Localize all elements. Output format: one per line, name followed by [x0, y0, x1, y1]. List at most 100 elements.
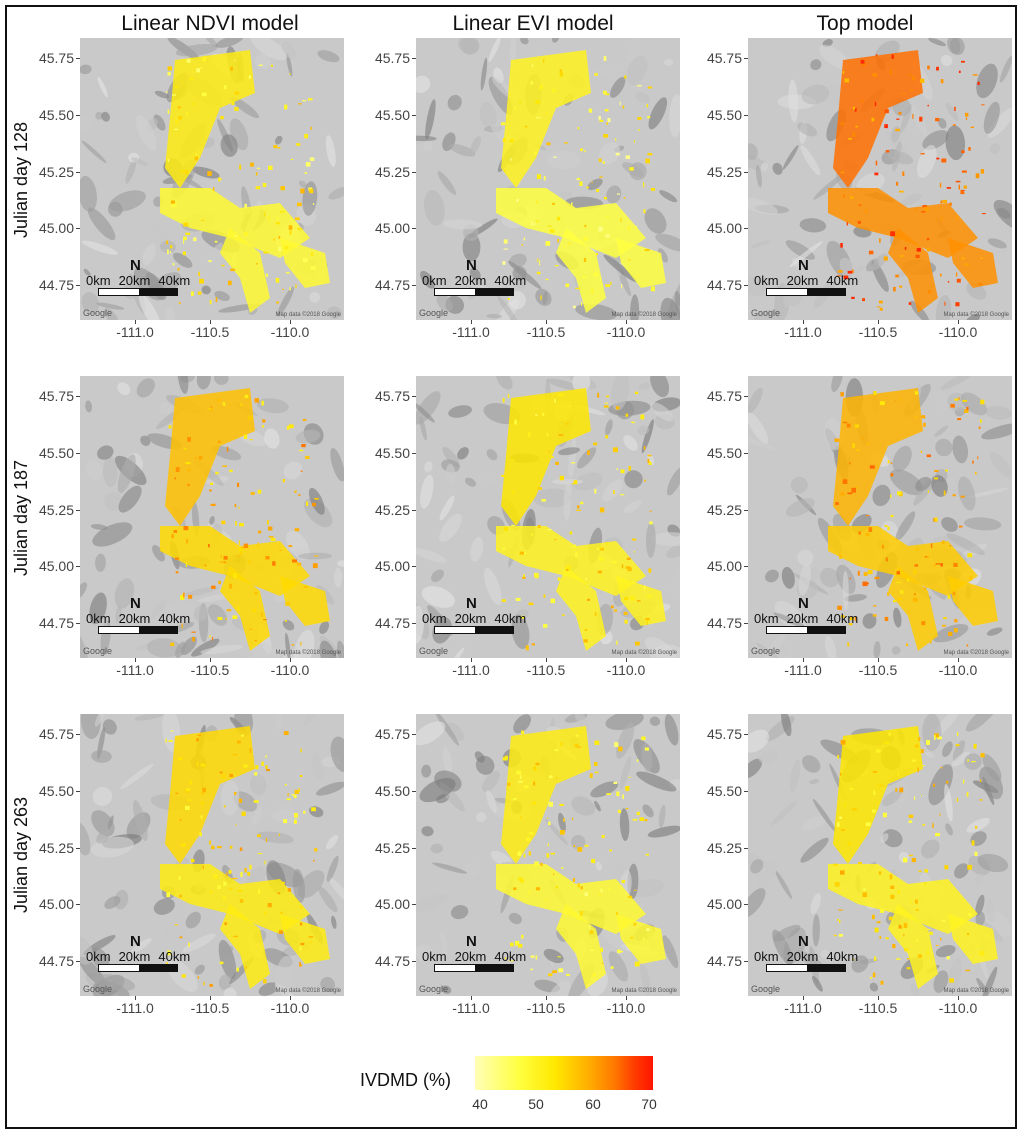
ivdmd-pixel: [878, 871, 882, 875]
ivdmd-pixel: [633, 140, 635, 143]
ivdmd-pixel: [897, 772, 899, 777]
ivdmd-pixel: [237, 740, 241, 744]
ivdmd-pixel: [314, 555, 319, 557]
north-arrow-icon: N: [130, 257, 141, 274]
ivdmd-pixel: [959, 525, 963, 528]
north-arrow-icon: N: [466, 595, 477, 612]
ivdmd-pixel: [862, 298, 865, 302]
ivdmd-pixel: [175, 571, 179, 574]
ivdmd-pixel: [625, 413, 629, 417]
ivdmd-pixel: [869, 465, 875, 469]
ivdmd-pixel: [837, 918, 839, 921]
ivdmd-pixel: [933, 783, 935, 787]
ivdmd-pixel: [311, 252, 313, 257]
ivdmd-pixel: [848, 623, 853, 626]
ivdmd-pixel: [283, 819, 288, 824]
ivdmd-pixel: [523, 853, 526, 858]
ivdmd-region: [280, 238, 330, 288]
x-tick-label: -110.5: [190, 662, 230, 678]
ivdmd-pixel: [844, 78, 849, 83]
ivdmd-pixel: [854, 107, 857, 112]
x-tick-mark: [210, 320, 211, 324]
ivdmd-pixel: [313, 859, 315, 862]
ivdmd-pixel: [874, 956, 877, 961]
ivdmd-pixel: [263, 251, 268, 254]
ivdmd-pixel: [172, 94, 176, 96]
ivdmd-pixel: [900, 590, 904, 594]
ivdmd-pixel: [547, 843, 549, 847]
ivdmd-pixel: [910, 900, 912, 904]
ivdmd-pixel: [549, 229, 555, 233]
ivdmd-pixel: [171, 534, 174, 539]
ivdmd-pixel: [874, 927, 879, 933]
ivdmd-pixel: [263, 619, 267, 621]
column-title: Top model: [816, 12, 914, 35]
ivdmd-pixel: [924, 556, 928, 558]
ivdmd-pixel: [557, 238, 560, 243]
y-tick-mark: [412, 566, 416, 567]
ivdmd-pixel: [209, 635, 211, 638]
ivdmd-pixel: [837, 754, 839, 759]
ivdmd-pixel: [303, 810, 306, 814]
ivdmd-pixel: [273, 238, 275, 241]
ivdmd-pixel: [301, 444, 306, 448]
ivdmd-pixel: [550, 456, 554, 459]
ivdmd-pixel: [868, 250, 874, 255]
scale-label: 20km: [118, 949, 151, 964]
ivdmd-pixel: [556, 216, 561, 221]
x-tick-mark: [290, 320, 291, 324]
scale-labels: 0km 20km 40km: [754, 273, 866, 288]
ivdmd-pixel: [534, 151, 537, 155]
ivdmd-pixel: [954, 106, 956, 111]
x-tick-mark: [471, 320, 472, 324]
y-tick-label: 45.25: [38, 840, 74, 856]
y-tick-label: 45.25: [374, 502, 410, 518]
ivdmd-region: [160, 526, 310, 596]
ivdmd-pixel: [927, 290, 932, 294]
ivdmd-pixel: [174, 557, 180, 560]
ivdmd-pixel: [553, 873, 555, 876]
ivdmd-pixel: [914, 391, 919, 395]
ivdmd-pixel: [621, 284, 623, 289]
ivdmd-pixel: [223, 556, 228, 560]
x-tick-mark: [135, 658, 136, 662]
ivdmd-pixel: [286, 798, 291, 801]
ivdmd-pixel: [914, 208, 917, 210]
ivdmd-pixel: [207, 171, 212, 176]
ivdmd-pixel: [309, 157, 315, 161]
ivdmd-pixel: [511, 491, 515, 494]
ivdmd-pixel: [203, 981, 205, 986]
ivdmd-pixel: [940, 937, 942, 941]
ivdmd-pixel: [913, 569, 917, 575]
ivdmd-pixel: [584, 224, 587, 228]
ivdmd-pixel: [575, 552, 578, 557]
ivdmd-pixel: [264, 212, 266, 217]
ivdmd-pixel: [533, 769, 538, 771]
y-tick-label: 45.75: [374, 50, 410, 66]
ivdmd-pixel: [948, 631, 953, 636]
ivdmd-pixel: [885, 937, 889, 940]
ivdmd-pixel: [238, 540, 240, 545]
ivdmd-pixel: [204, 564, 207, 567]
ivdmd-pixel: [882, 544, 884, 549]
ivdmd-pixel: [265, 838, 268, 842]
ivdmd-pixel: [847, 841, 851, 845]
ivdmd-pixel: [168, 425, 172, 429]
ivdmd-pixel: [585, 577, 588, 581]
ivdmd-pixel: [232, 877, 238, 880]
ivdmd-pixel: [593, 272, 599, 277]
scale-label: 20km: [118, 273, 151, 288]
ivdmd-pixel: [514, 106, 517, 110]
ivdmd-pixel: [167, 109, 170, 114]
ivdmd-pixel: [605, 284, 611, 287]
ivdmd-pixel: [594, 488, 597, 494]
y-tick-label: 45.25: [706, 164, 742, 180]
terrain-map: [416, 376, 680, 658]
ivdmd-pixel: [546, 142, 551, 146]
ivdmd-pixel: [965, 117, 968, 121]
ivdmd-region: [828, 864, 978, 934]
ivdmd-pixel: [208, 544, 210, 548]
ivdmd-pixel: [605, 435, 608, 439]
ivdmd-pixel: [629, 167, 634, 171]
y-tick-mark: [76, 961, 80, 962]
